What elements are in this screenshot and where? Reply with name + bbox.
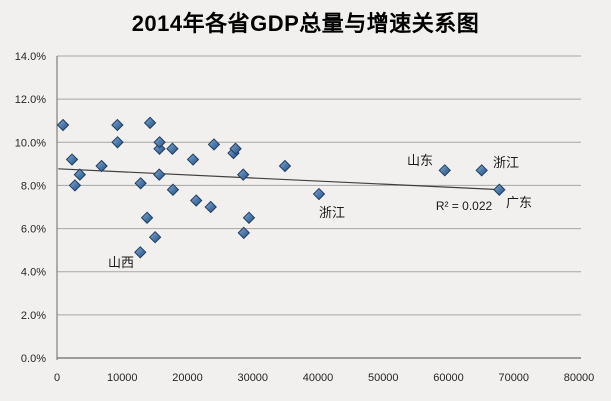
- data-point: [95, 159, 108, 173]
- data-point: [111, 118, 124, 132]
- data-point: [56, 118, 70, 132]
- annotation-label: 广东: [506, 195, 532, 210]
- y-tick-label: 4.0%: [21, 267, 46, 279]
- x-tick-label: 30000: [237, 372, 268, 384]
- data-point: [189, 194, 203, 207]
- data-point: [153, 168, 166, 181]
- data-point: [186, 153, 200, 166]
- data-point: [134, 177, 147, 190]
- x-tick-label: 10000: [107, 372, 138, 384]
- annotation-label: 浙江: [319, 205, 345, 220]
- x-tick-label: 80000: [564, 372, 595, 384]
- x-tick-label: 20000: [172, 372, 203, 384]
- data-point: [148, 230, 162, 244]
- y-tick-label: 6.0%: [21, 224, 46, 236]
- y-tick-label: 12.0%: [15, 94, 46, 106]
- data-point: [166, 183, 180, 196]
- data-point: [236, 168, 250, 181]
- data-point: [312, 187, 326, 201]
- data-point: [65, 153, 79, 166]
- annotation-label: 山西: [108, 255, 134, 270]
- data-point: [438, 164, 451, 177]
- x-tick-label: 60000: [433, 372, 464, 384]
- y-tick-label: 2.0%: [21, 310, 46, 322]
- annotation-label: 浙江: [493, 155, 519, 170]
- data-point: [153, 142, 166, 155]
- data-point: [204, 200, 217, 214]
- data-point: [153, 136, 166, 149]
- data-point: [475, 164, 488, 177]
- annotation-label: R² = 0.022: [436, 199, 493, 213]
- x-tick-label: 0: [54, 372, 60, 384]
- y-tick-label: 10.0%: [15, 137, 46, 149]
- data-point: [134, 246, 147, 259]
- data-point: [242, 211, 256, 224]
- data-point: [493, 183, 506, 196]
- data-point: [207, 138, 221, 151]
- x-tick-label: 70000: [498, 372, 529, 384]
- y-tick-label: 8.0%: [21, 180, 46, 192]
- chart-title: 2014年各省GDP总量与增速关系图: [131, 11, 480, 36]
- data-point: [237, 226, 250, 240]
- data-point: [73, 168, 87, 181]
- data-point: [140, 211, 154, 224]
- annotation-label: 山东: [407, 153, 433, 168]
- trend-line: [58, 168, 503, 191]
- data-point: [278, 159, 292, 173]
- data-point: [143, 116, 157, 130]
- x-tick-label: 40000: [303, 372, 334, 384]
- data-point: [68, 179, 82, 192]
- x-tick-label: 50000: [368, 372, 399, 384]
- data-point: [166, 142, 179, 155]
- y-tick-label: 14.0%: [15, 51, 46, 63]
- y-tick-label: 0.0%: [21, 353, 46, 365]
- data-point: [229, 142, 242, 155]
- data-point: [111, 136, 124, 149]
